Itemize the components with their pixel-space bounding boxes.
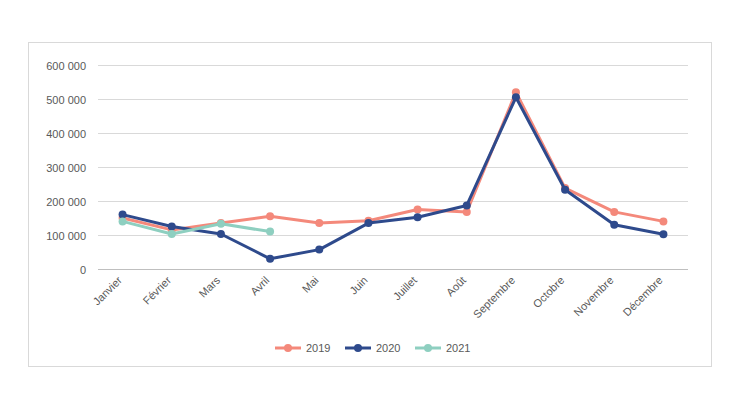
legend-marker <box>424 344 432 352</box>
point <box>364 219 372 227</box>
x-tick-label: Novembre <box>571 274 615 318</box>
chart: 0 100 000 200 000 300 000 400 000 500 000 600 … <box>0 0 730 410</box>
y-tick-label: 400 000 <box>46 128 86 140</box>
x-tick-label: Mai <box>300 274 321 295</box>
y-tick-label: 200 000 <box>46 196 86 208</box>
legend-label: 2020 <box>376 342 400 354</box>
x-tick-label: Août <box>444 274 468 298</box>
point <box>610 221 618 229</box>
point <box>168 230 176 238</box>
series-line <box>123 92 664 230</box>
point <box>414 213 422 221</box>
point <box>217 219 225 227</box>
legend: 2019 2020 2021 <box>275 342 470 354</box>
point <box>119 217 127 225</box>
y-tick-label: 0 <box>80 264 86 276</box>
x-tick-label: Avril <box>248 274 271 297</box>
x-tick-label: Juin <box>347 274 370 297</box>
x-tick-label: Janvier <box>90 274 124 308</box>
grid-line <box>98 235 688 236</box>
point <box>512 93 520 101</box>
chart-frame <box>29 43 712 367</box>
x-tick-label: Septembre <box>471 274 518 321</box>
grid-line <box>98 167 688 168</box>
point <box>266 228 274 236</box>
point <box>610 208 618 216</box>
series-line <box>123 221 270 234</box>
point <box>168 223 176 231</box>
legend-marker <box>284 344 292 352</box>
grid-line <box>98 99 688 100</box>
y-tick-label: 100 000 <box>46 230 86 242</box>
x-tick-label: Juillet <box>391 274 419 302</box>
legend-marker <box>354 344 362 352</box>
plot-area <box>119 88 668 263</box>
grid-line <box>98 65 688 66</box>
point <box>266 255 274 263</box>
point <box>266 212 274 220</box>
grid-line <box>98 269 688 270</box>
grid-line <box>98 201 688 202</box>
point <box>659 230 667 238</box>
grid <box>98 66 688 270</box>
x-tick-label: Octobre <box>530 274 566 310</box>
point <box>217 230 225 238</box>
point <box>659 217 667 225</box>
point <box>217 220 225 228</box>
grid-line <box>98 133 688 134</box>
legend-label: 2019 <box>306 342 330 354</box>
point <box>315 219 323 227</box>
series-line <box>123 97 664 258</box>
point <box>561 186 569 194</box>
legend-label: 2021 <box>446 342 470 354</box>
point <box>463 201 471 209</box>
point <box>414 206 422 214</box>
point <box>315 246 323 254</box>
x-tick-label: Décembre <box>620 274 664 318</box>
y-tick-label: 600 000 <box>46 60 86 72</box>
x-tick-label: Mars <box>197 274 223 300</box>
y-tick-label: 500 000 <box>46 94 86 106</box>
y-tick-label: 300 000 <box>46 162 86 174</box>
x-tick-label: Février <box>140 274 173 307</box>
